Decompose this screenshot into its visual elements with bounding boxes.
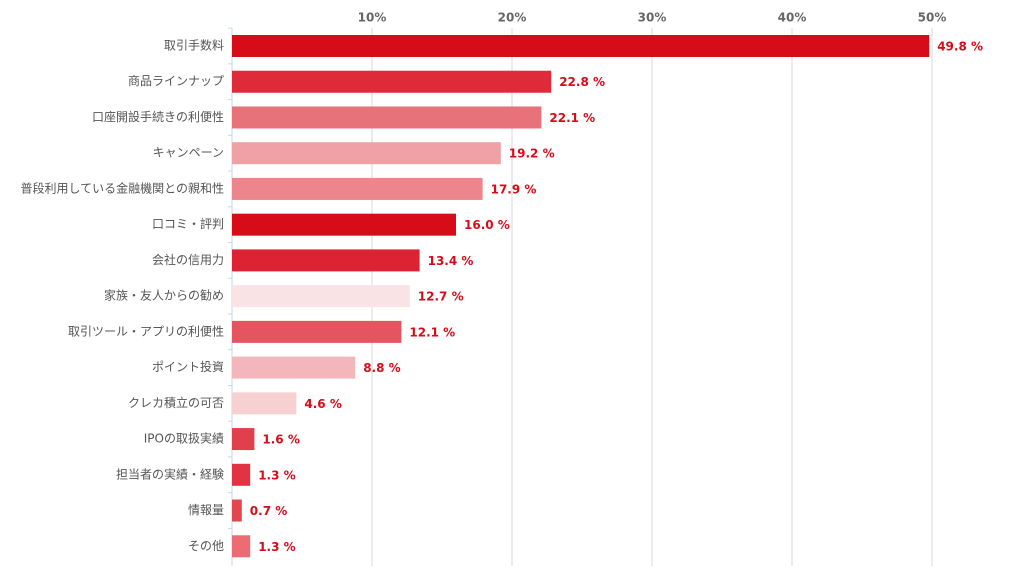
value-label: 16.0 % — [464, 218, 510, 232]
category-label: その他 — [188, 539, 224, 553]
value-label: 0.7 % — [250, 504, 287, 518]
value-label: 22.8 % — [559, 75, 605, 89]
category-label: 担当者の実績・経験 — [116, 466, 224, 481]
x-tick-label: 10% — [358, 11, 387, 25]
value-label: 22.1 % — [549, 111, 595, 125]
value-label: 13.4 % — [428, 254, 474, 268]
value-label: 4.6 % — [304, 397, 341, 411]
category-label: 取引ツール・アプリの利便性 — [68, 324, 224, 338]
bar — [232, 213, 456, 236]
category-label: クレカ積立の可否 — [128, 395, 224, 410]
bar — [232, 249, 420, 272]
bar — [232, 356, 356, 379]
category-label: キャンペーン — [153, 146, 224, 160]
value-label: 1.6 % — [262, 433, 299, 447]
x-tick-label: 50% — [918, 11, 947, 25]
value-label: 12.7 % — [418, 290, 464, 304]
bar — [232, 463, 251, 486]
category-label: 取引手数料 — [164, 38, 224, 53]
category-label: IPOの取扱実績 — [144, 431, 224, 446]
bar — [232, 35, 930, 57]
bar — [232, 70, 552, 93]
bar — [232, 499, 242, 522]
bar — [232, 535, 251, 558]
value-label: 1.3 % — [258, 468, 295, 482]
category-label: ポイント投資 — [152, 359, 224, 374]
bar — [232, 142, 501, 165]
bar — [232, 392, 297, 415]
value-label: 12.1 % — [409, 325, 455, 339]
bar — [232, 320, 402, 343]
x-tick-label: 30% — [638, 11, 667, 25]
bar — [232, 428, 255, 451]
value-label: 49.8 % — [937, 40, 983, 54]
value-label: 17.9 % — [491, 182, 537, 196]
category-label: 会社の信用力 — [152, 252, 224, 267]
category-label: 商品ラインナップ — [128, 73, 224, 88]
category-label: 普段利用している金融機関との親和性 — [20, 180, 224, 195]
bar — [232, 106, 542, 129]
category-label: 口コミ・評判 — [152, 216, 224, 231]
value-label: 19.2 % — [509, 147, 555, 161]
category-label: 家族・友人からの勧め — [104, 288, 224, 303]
value-label: 8.8 % — [363, 361, 400, 375]
bar — [232, 177, 483, 200]
bar — [232, 285, 410, 308]
x-tick-label: 20% — [498, 11, 527, 25]
value-label: 1.3 % — [258, 540, 295, 554]
x-tick-label: 40% — [778, 11, 807, 25]
category-label: 口座開設手続きの利便性 — [92, 109, 224, 124]
category-label: 情報量 — [188, 503, 224, 517]
